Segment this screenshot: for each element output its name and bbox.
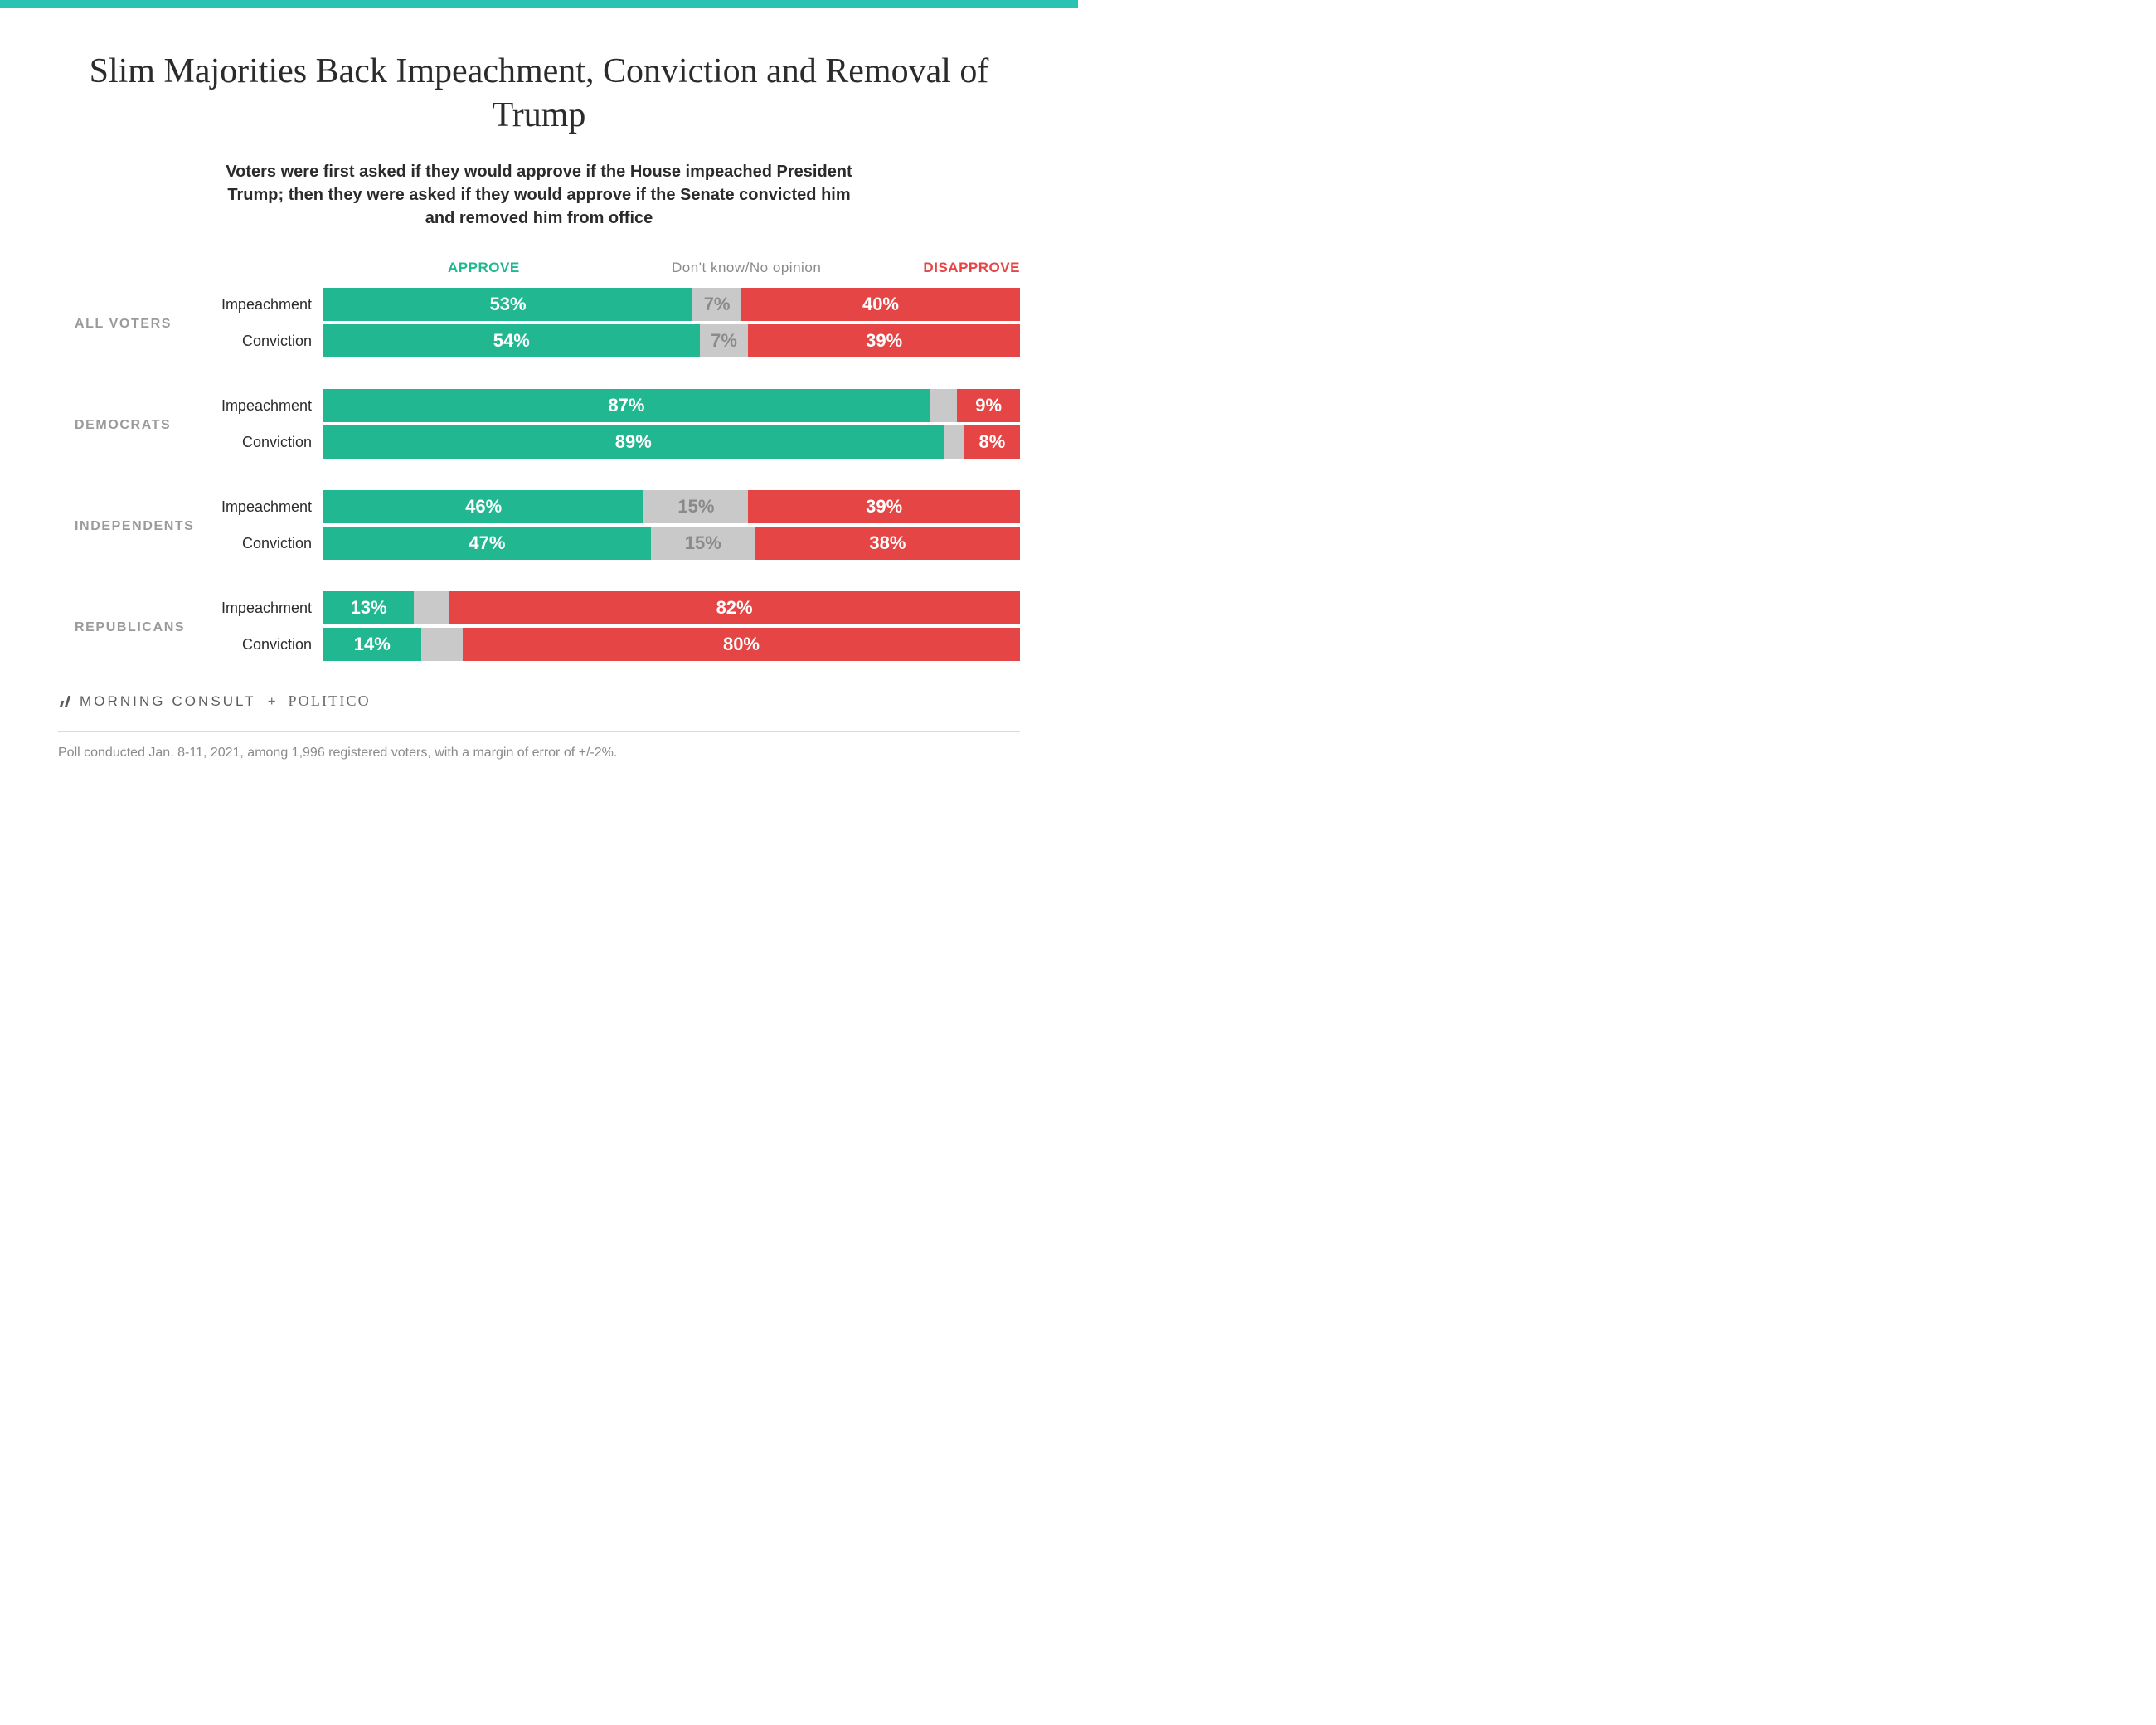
group-rows: Impeachment13% 82% Conviction14% 80% <box>216 591 1020 664</box>
segment-disapprove: 80% <box>463 628 1020 661</box>
legend-disapprove: DISAPPROVE <box>923 260 1020 276</box>
voter-group: ALL VOTERSImpeachment53%7%40%Conviction5… <box>75 288 1020 361</box>
chart-title: Slim Majorities Back Impeachment, Convic… <box>58 50 1020 137</box>
segment-disapprove: 39% <box>748 490 1020 523</box>
row-label: Conviction <box>216 434 323 451</box>
voter-group: DEMOCRATSImpeachment87% 9% Conviction89% 8% <box>75 389 1020 462</box>
group-rows: Impeachment46%15%39%Conviction47%15%38% <box>216 490 1020 563</box>
stacked-bar: 47%15%38% <box>323 527 1020 560</box>
segment-dontknow: 7% <box>700 324 749 357</box>
bar-row: Impeachment87% 9% <box>216 389 1020 422</box>
group-label: INDEPENDENTS <box>75 519 216 534</box>
chart-subtitle: Voters were first asked if they would ap… <box>216 160 862 230</box>
chart-area: APPROVE Don't know/No opinion DISAPPROVE… <box>75 260 1020 664</box>
group-label: DEMOCRATS <box>75 418 216 433</box>
segment-approve: 13% <box>323 591 414 624</box>
groups-container: ALL VOTERSImpeachment53%7%40%Conviction5… <box>75 288 1020 664</box>
group-rows: Impeachment53%7%40%Conviction54%7%39% <box>216 288 1020 361</box>
chart-container: Slim Majorities Back Impeachment, Convic… <box>0 0 1078 862</box>
segment-dontknow <box>414 591 449 624</box>
row-label: Impeachment <box>216 296 323 313</box>
plus-separator: + <box>268 693 277 710</box>
bar-row: Conviction89% 8% <box>216 425 1020 459</box>
segment-dontknow: 15% <box>651 527 755 560</box>
group-label: ALL VOTERS <box>75 317 216 332</box>
row-label: Impeachment <box>216 397 323 415</box>
segment-dontknow <box>944 425 964 459</box>
segment-approve: 14% <box>323 628 421 661</box>
segment-approve: 54% <box>323 324 700 357</box>
bar-row: Conviction54%7%39% <box>216 324 1020 357</box>
bar-row: Conviction47%15%38% <box>216 527 1020 560</box>
legend-row: APPROVE Don't know/No opinion DISAPPROVE <box>323 260 1020 279</box>
voter-group: INDEPENDENTSImpeachment46%15%39%Convicti… <box>75 490 1020 563</box>
segment-dontknow: 7% <box>692 288 741 321</box>
segment-disapprove: 39% <box>748 324 1020 357</box>
row-label: Conviction <box>216 636 323 654</box>
segment-approve: 47% <box>323 527 651 560</box>
footer-divider <box>58 731 1020 732</box>
bar-row: Impeachment53%7%40% <box>216 288 1020 321</box>
stacked-bar: 53%7%40% <box>323 288 1020 321</box>
segment-approve: 46% <box>323 490 643 523</box>
legend-approve: APPROVE <box>448 260 520 276</box>
legend-dontknow: Don't know/No opinion <box>672 260 821 276</box>
bar-row: Conviction14% 80% <box>216 628 1020 661</box>
bar-row: Impeachment46%15%39% <box>216 490 1020 523</box>
brand1-text: MORNING CONSULT <box>80 693 256 710</box>
segment-disapprove: 8% <box>964 425 1020 459</box>
group-rows: Impeachment87% 9% Conviction89% 8% <box>216 389 1020 462</box>
row-label: Impeachment <box>216 600 323 617</box>
segment-disapprove: 38% <box>755 527 1020 560</box>
stacked-bar: 54%7%39% <box>323 324 1020 357</box>
row-label: Impeachment <box>216 498 323 516</box>
segment-approve: 53% <box>323 288 692 321</box>
segment-disapprove: 9% <box>957 389 1020 422</box>
bar-row: Impeachment13% 82% <box>216 591 1020 624</box>
segment-dontknow <box>421 628 463 661</box>
stacked-bar: 46%15%39% <box>323 490 1020 523</box>
stacked-bar: 13% 82% <box>323 591 1020 624</box>
stacked-bar: 14% 80% <box>323 628 1020 661</box>
methodology-note: Poll conducted Jan. 8-11, 2021, among 1,… <box>58 746 1020 760</box>
segment-approve: 87% <box>323 389 930 422</box>
segment-disapprove: 82% <box>449 591 1020 624</box>
footer-logos: MORNING CONSULT + POLITICO <box>58 692 1020 710</box>
row-label: Conviction <box>216 535 323 552</box>
row-label: Conviction <box>216 333 323 350</box>
accent-top-bar <box>0 0 1078 8</box>
morning-consult-mark-icon <box>58 694 73 709</box>
group-label: REPUBLICANS <box>75 620 216 635</box>
stacked-bar: 87% 9% <box>323 389 1020 422</box>
segment-dontknow: 15% <box>643 490 748 523</box>
content-area: Slim Majorities Back Impeachment, Convic… <box>0 8 1078 785</box>
voter-group: REPUBLICANSImpeachment13% 82% Conviction14… <box>75 591 1020 664</box>
segment-disapprove: 40% <box>741 288 1020 321</box>
stacked-bar: 89% 8% <box>323 425 1020 459</box>
morning-consult-logo: MORNING CONSULT <box>58 693 256 710</box>
segment-approve: 89% <box>323 425 944 459</box>
segment-dontknow <box>930 389 958 422</box>
politico-logo: POLITICO <box>289 692 371 710</box>
